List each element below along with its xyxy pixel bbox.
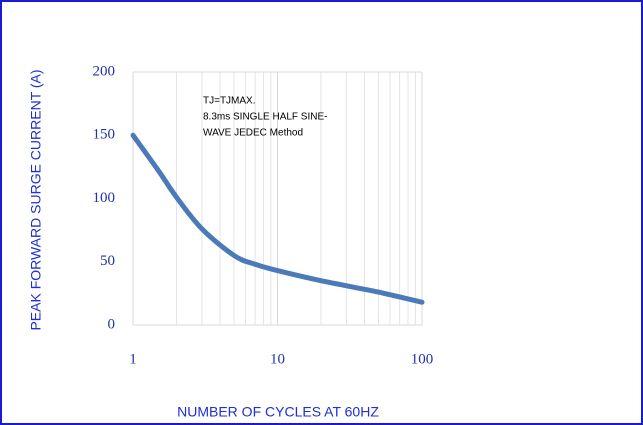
- x-tick-label: 100: [411, 351, 434, 367]
- x-tick-label: 10: [270, 351, 285, 367]
- annotation: 8.3ms SINGLE HALF SINE-: [203, 112, 327, 123]
- x-tick-label: 1: [129, 351, 137, 367]
- y-tick-label: 150: [93, 127, 116, 143]
- line-series: [130, 132, 425, 305]
- annotation: WAVE JEDEC Method: [203, 128, 303, 139]
- y-tick-label: 50: [100, 253, 115, 269]
- x-axis-label: NUMBER OF CYCLES AT 60HZ: [177, 404, 379, 420]
- y-tick-label: 100: [93, 190, 116, 206]
- annotation: TJ=TJMAX.: [203, 96, 256, 107]
- y-axis-label: PEAK FORWARD SURGE CURRENT (A): [28, 69, 44, 330]
- y-tick-label: 0: [108, 316, 116, 332]
- y-tick-label: 200: [93, 63, 116, 79]
